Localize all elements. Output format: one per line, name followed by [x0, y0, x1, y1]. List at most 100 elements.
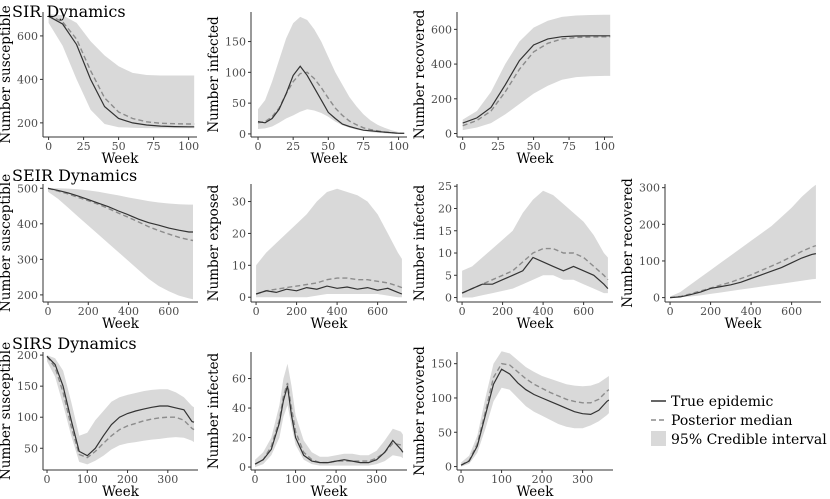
panel-sirs-recovered: 0 100 200 300 0 50 100 150 Week Number recovered: [412, 346, 613, 499]
x-tick-label: 100: [594, 140, 615, 153]
ci-band: [461, 351, 609, 467]
x-tick-label: 0: [255, 140, 262, 153]
y-tick-label: 0: [239, 128, 246, 141]
y-tick-label: 0: [445, 461, 452, 474]
y-tick-label: 100: [225, 66, 246, 79]
true-line: [254, 385, 404, 465]
x-tick-label: 0: [45, 305, 52, 318]
x-tick-label: 75: [562, 140, 576, 153]
ci-band: [48, 188, 193, 300]
y-tick-label: 200: [17, 349, 38, 362]
y-tick-label: 300: [639, 182, 660, 195]
y-axis-label: Number exposed: [206, 184, 222, 301]
y-tick-label: 5: [445, 269, 452, 282]
x-tick-label: 200: [286, 305, 307, 318]
x-tick-label: 200: [492, 305, 513, 318]
x-axis-label: Week: [725, 316, 763, 332]
legend-true-label: True epidemic: [671, 394, 774, 410]
panel-seir-infected: 0 200 400 600 0 5 10 15 20 25 Week Number infected: [412, 180, 613, 332]
row-title: SIR Dynamics: [12, 2, 126, 21]
panel-seir-susceptible: 0 200 400 600 200 300 400 500 Week Number suscept…: [0, 166, 198, 332]
true-line: [46, 355, 195, 457]
x-axis-label: Week: [517, 316, 555, 332]
x-tick-label: 200: [532, 473, 553, 486]
x-tick-label: 100: [77, 473, 98, 486]
true-line: [255, 285, 403, 295]
panel-sir-recovered: 0 25 50 75 100 0 200 400 600 Week Number recovered: [412, 9, 615, 167]
y-axis-label: Number recovered: [412, 9, 428, 139]
y-tick-label: 0: [445, 128, 452, 141]
y-tick-label: 200: [17, 289, 38, 302]
x-tick-label: 0: [45, 140, 52, 153]
true-line: [47, 187, 193, 233]
median-line: [462, 36, 611, 127]
x-tick-label: 0: [459, 140, 466, 153]
y-tick-label: 0: [653, 292, 660, 305]
median-line: [48, 14, 195, 125]
x-axis-label: Week: [311, 151, 349, 167]
panel-seir-recovered: 0 200 400 600 0 100 200 300 Week Number recovered: [620, 178, 821, 332]
legend-ci-swatch: [651, 431, 666, 446]
y-axis-label: Number infected: [206, 352, 222, 469]
y-tick-label: 50: [438, 426, 452, 439]
x-axis-label: Week: [102, 316, 140, 332]
true-line: [462, 35, 611, 124]
y-tick-label: 20: [232, 227, 246, 240]
row-title: SEIR Dynamics: [12, 166, 137, 185]
legend-median-label: Posterior median: [671, 413, 792, 429]
x-axis-label: Week: [102, 151, 140, 167]
x-tick-label: 0: [253, 305, 260, 318]
median-line: [670, 244, 817, 299]
ci-band: [256, 188, 402, 298]
y-tick-label: 100: [431, 392, 452, 405]
y-axis-label: Number infected: [412, 184, 428, 301]
y-tick-label: 100: [17, 411, 38, 424]
y-tick-label: 500: [17, 182, 38, 195]
ci-band: [462, 190, 608, 298]
x-tick-label: 25: [491, 140, 505, 153]
x-tick-label: 75: [356, 140, 370, 153]
legend: True epidemic Posterior median 95% Credibl…: [651, 394, 827, 448]
x-tick-label: 0: [667, 305, 674, 318]
x-tick-label: 600: [158, 305, 179, 318]
y-tick-label: 20: [438, 202, 452, 215]
ci-band: [48, 14, 195, 129]
y-tick-label: 60: [232, 373, 246, 386]
y-axis-label: Number susceptible: [0, 174, 14, 312]
y-tick-label: 0: [239, 461, 246, 474]
x-tick-label: 100: [178, 140, 199, 153]
y-tick-label: 150: [17, 380, 38, 393]
y-tick-label: 200: [431, 93, 452, 106]
panel-sirs-infected: 0 100 200 300 0 20 40 60 Week Number infected: [206, 352, 407, 499]
y-tick-label: 0: [445, 292, 452, 305]
y-tick-label: 30: [232, 196, 246, 209]
x-axis-label: Week: [517, 151, 555, 167]
y-tick-label: 20: [232, 432, 246, 445]
y-tick-label: 50: [232, 97, 246, 110]
x-tick-label: 300: [366, 473, 387, 486]
median-line: [255, 277, 403, 295]
y-axis-label: Number infected: [206, 16, 222, 133]
y-tick-label: 10: [438, 247, 452, 260]
y-tick-label: 200: [639, 218, 660, 231]
y-tick-label: 10: [232, 259, 246, 272]
x-tick-label: 100: [285, 473, 306, 486]
x-tick-label: 300: [572, 473, 593, 486]
y-tick-label: 400: [431, 58, 452, 71]
y-tick-label: 100: [639, 255, 660, 268]
ci-band: [258, 16, 405, 134]
panel-seir-exposed: 0 200 400 600 0 10 20 30 Week Number exposed: [206, 184, 407, 332]
median-line: [460, 362, 610, 466]
x-tick-label: 50: [321, 140, 335, 153]
x-tick-label: 0: [458, 473, 465, 486]
y-tick-label: 600: [17, 30, 38, 43]
y-tick-label: 200: [17, 117, 38, 130]
x-tick-label: 25: [286, 140, 300, 153]
x-tick-label: 100: [388, 140, 409, 153]
x-tick-label: 0: [44, 473, 51, 486]
x-tick-label: 400: [741, 305, 762, 318]
x-tick-label: 400: [118, 305, 139, 318]
true-line: [257, 65, 405, 134]
x-axis-label: Week: [517, 484, 555, 499]
